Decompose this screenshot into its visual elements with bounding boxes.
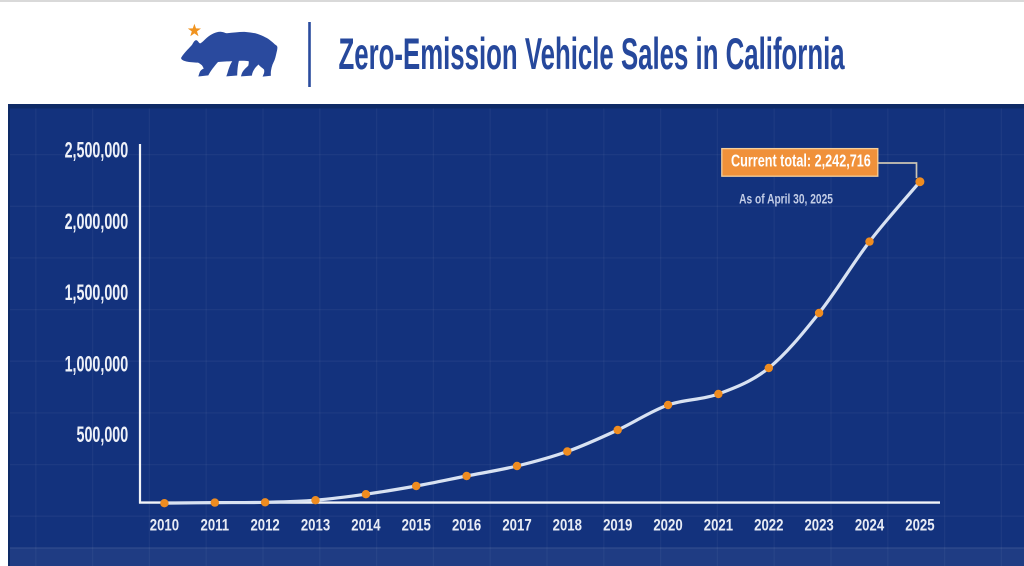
svg-text:2018: 2018: [553, 516, 582, 535]
svg-text:2,500,000: 2,500,000: [65, 137, 129, 162]
svg-text:1,500,000: 1,500,000: [65, 280, 129, 305]
svg-text:2011: 2011: [201, 516, 230, 535]
svg-text:2010: 2010: [150, 516, 179, 535]
svg-text:2020: 2020: [653, 516, 682, 535]
svg-text:2013: 2013: [301, 516, 330, 535]
svg-text:Current total: 2,242,716: Current total: 2,242,716: [731, 151, 871, 171]
svg-text:1,000,000: 1,000,000: [65, 351, 129, 376]
svg-text:Zero-Emission Vehicle Sales in: Zero-Emission Vehicle Sales in Californi…: [339, 28, 846, 78]
svg-text:500,000: 500,000: [77, 422, 129, 447]
svg-text:2021: 2021: [704, 516, 734, 535]
svg-text:2014: 2014: [351, 516, 381, 535]
svg-text:2019: 2019: [603, 516, 632, 535]
svg-text:2023: 2023: [804, 516, 833, 535]
svg-text:2012: 2012: [250, 516, 279, 535]
svg-text:2024: 2024: [855, 516, 885, 535]
svg-text:2017: 2017: [502, 516, 531, 535]
svg-text:2022: 2022: [754, 516, 783, 535]
svg-text:2025: 2025: [905, 516, 935, 535]
svg-text:As of April 30, 2025: As of April 30, 2025: [739, 191, 833, 207]
svg-text:2,000,000: 2,000,000: [65, 209, 129, 234]
svg-text:2016: 2016: [452, 516, 481, 535]
svg-text:2015: 2015: [402, 516, 432, 535]
